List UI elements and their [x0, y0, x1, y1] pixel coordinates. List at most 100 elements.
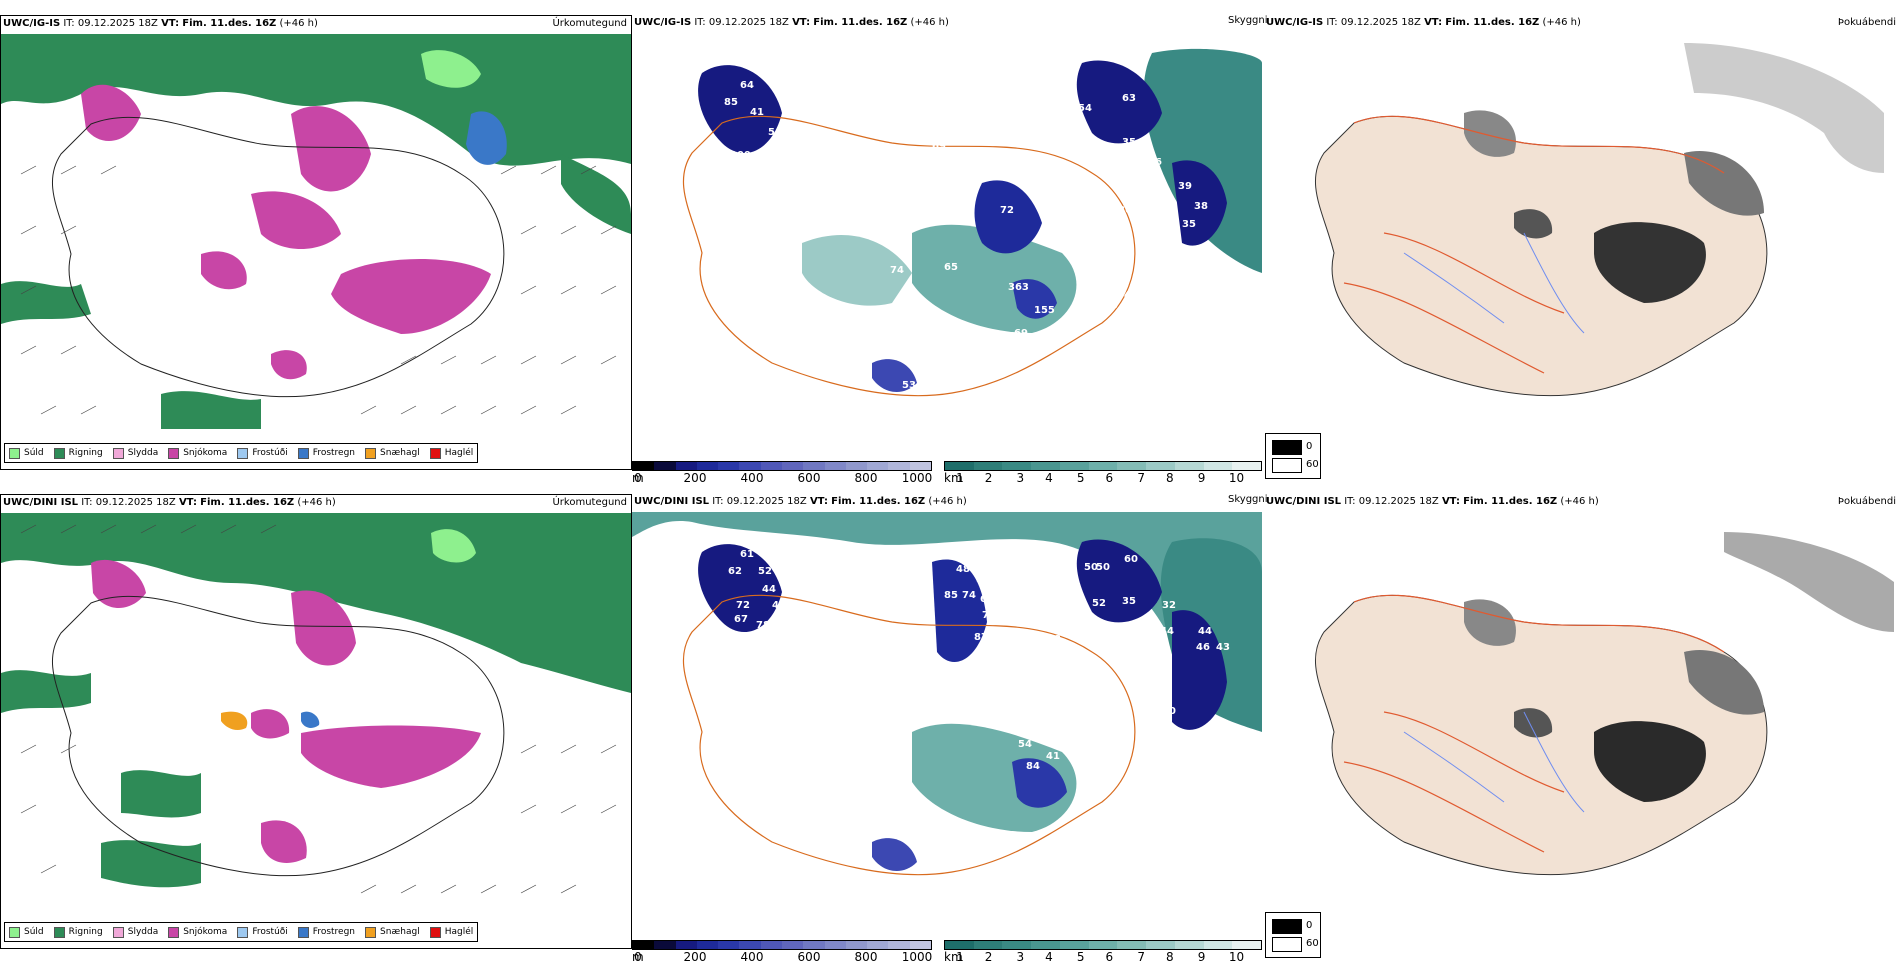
vis-label: 47	[1124, 290, 1138, 301]
vis-label: 87	[974, 632, 988, 643]
valid-time: Fim. 11.des. 16Z	[831, 496, 926, 507]
valid-time-label: VT:	[1441, 496, 1460, 507]
precip-map	[1, 513, 631, 913]
elevation-tick: 600	[797, 950, 821, 964]
visibility-tick: 3	[1016, 471, 1025, 485]
elevation-tick: 800	[854, 471, 878, 485]
lead-time: (+46 h)	[928, 496, 967, 507]
fog-legend: 0 60	[1265, 433, 1321, 479]
visibility-panel: UWC/DINI ISL IT: 09.12.2025 18Z VT: Fim.…	[632, 494, 1262, 949]
vis-label: 60	[1124, 554, 1138, 565]
vis-label: 46	[898, 405, 912, 416]
visibility-tick: 9	[1197, 950, 1206, 964]
init-time: IT: 09.12.2025 18Z	[63, 18, 158, 29]
elevation-tick: 200	[683, 950, 707, 964]
vis-label: 76	[930, 408, 944, 419]
vis-label: 155	[1034, 305, 1055, 316]
vis-label: 41	[750, 107, 764, 118]
vis-label: 72	[736, 600, 750, 611]
panel-header: UWC/IG-IS IT: 09.12.2025 18Z VT: Fim. 11…	[1266, 17, 1896, 31]
lead-time: (+46 h)	[1542, 17, 1581, 28]
elevation-unit: m	[632, 950, 644, 964]
visibility-tick: 10	[1228, 950, 1245, 964]
vis-label: 58	[772, 165, 786, 176]
forecast-row-dini-isl: UWC/DINI ISL IT: 09.12.2025 18Z VT: Fim.…	[0, 494, 1900, 964]
visibility-colorbar-strip	[944, 461, 1262, 471]
valid-time: Fim. 11.des. 16Z	[182, 18, 277, 29]
vis-label: 78	[756, 620, 770, 631]
vis-label: 37	[1156, 674, 1170, 685]
vis-label: 31	[1084, 729, 1098, 740]
vis-label: 38	[1194, 201, 1208, 212]
fog-indicator-panel: UWC/IG-IS IT: 09.12.2025 18Z VT: Fim. 11…	[1264, 15, 1900, 470]
visibility-tick: 2	[984, 950, 993, 964]
vis-label: 44	[762, 584, 776, 595]
visibility-tick: 9	[1197, 471, 1206, 485]
elevation-tick: 200	[683, 471, 707, 485]
visibility-panel: UWC/IG-IS IT: 09.12.2025 18Z VT: Fim. 11…	[632, 15, 1262, 470]
vis-label: 46	[1196, 642, 1210, 653]
elevation-colorbar-strip	[632, 940, 932, 950]
vis-label: 43	[1056, 322, 1070, 333]
visibility-tick: 8	[1165, 950, 1174, 964]
vis-label: 48	[1052, 672, 1066, 683]
visibility-tick: 3	[1016, 950, 1025, 964]
fog-map	[1264, 33, 1894, 433]
visibility-unit: km	[944, 950, 963, 964]
legend-item-snaehagl: Snæhagl	[365, 447, 420, 459]
vis-label: 48	[956, 564, 970, 575]
visibility-colorbar: 1 2 3 4 5 6 7 8 9 10	[944, 461, 1262, 485]
vis-label: 100	[730, 150, 751, 161]
elevation-tick: 600	[797, 471, 821, 485]
visibility-title: Skyggni	[1228, 15, 1268, 26]
vis-label: 93	[1102, 629, 1116, 640]
visibility-tick: 7	[1137, 471, 1145, 485]
vis-label: 45	[772, 600, 786, 611]
legend-item-frostregn: Frostregn	[297, 926, 355, 938]
legend-item-frostudi: Frostúði	[237, 926, 288, 938]
vis-label: 50	[1084, 562, 1098, 573]
valid-time-label: VT:	[1424, 17, 1443, 28]
vis-label: 92	[1096, 676, 1110, 687]
legend-item-frostudi: Frostúði	[237, 447, 288, 459]
vis-label: 35	[1182, 219, 1196, 230]
vis-label: 72	[1000, 205, 1014, 216]
elevation-tick: 800	[854, 950, 878, 964]
vis-label: 48	[1080, 316, 1094, 327]
legend-item-sudl: Súld	[9, 926, 44, 938]
vis-label: 25	[936, 171, 950, 182]
vis-label: 43	[1216, 642, 1230, 653]
visibility-unit: km	[944, 471, 963, 485]
visibility-tick: 4	[1045, 471, 1053, 485]
model-name: UWC/IG-IS	[3, 18, 61, 29]
vis-label: 47	[1156, 692, 1170, 703]
init-time: IT: 09.12.2025 18Z	[694, 17, 789, 28]
legend-item-slydda: Slydda	[112, 447, 158, 459]
vis-label: 69	[932, 141, 946, 152]
vis-label: 69	[1014, 328, 1028, 339]
vis-label: 54	[1078, 103, 1092, 114]
vis-label: 63	[1122, 93, 1136, 104]
visibility-title: Skyggni	[1228, 494, 1268, 505]
init-time: IT: 09.12.2025 18Z	[81, 497, 176, 508]
vis-label: 32	[1140, 275, 1154, 286]
vis-label: 84	[1026, 761, 1040, 772]
vis-label: 35	[1122, 137, 1136, 148]
vis-label: 93	[1028, 687, 1042, 698]
vis-label: 57	[1106, 300, 1120, 311]
valid-time-label: VT:	[792, 17, 811, 28]
model-name: UWC/IG-IS	[634, 17, 692, 28]
valid-time-label: VT:	[809, 496, 828, 507]
vis-label: 52	[1092, 598, 1106, 609]
vis-label: 11	[1134, 666, 1148, 677]
legend-item-snaehagl: Snæhagl	[365, 926, 420, 938]
legend-item-frostregn: Frostregn	[297, 447, 355, 459]
valid-time: Fim. 11.des. 16Z	[813, 17, 908, 28]
elevation-unit: m	[632, 471, 644, 485]
vis-label: 53	[902, 877, 916, 888]
fog-indicator-panel: UWC/DINI ISL IT: 09.12.2025 18Z VT: Fim.…	[1264, 494, 1900, 949]
vis-label: 85	[724, 97, 738, 108]
precip-type-panel: UWC/DINI ISL IT: 09.12.2025 18Z VT: Fim.…	[0, 494, 632, 949]
vis-label: 76	[1148, 650, 1162, 661]
vis-label: 88	[996, 137, 1010, 148]
